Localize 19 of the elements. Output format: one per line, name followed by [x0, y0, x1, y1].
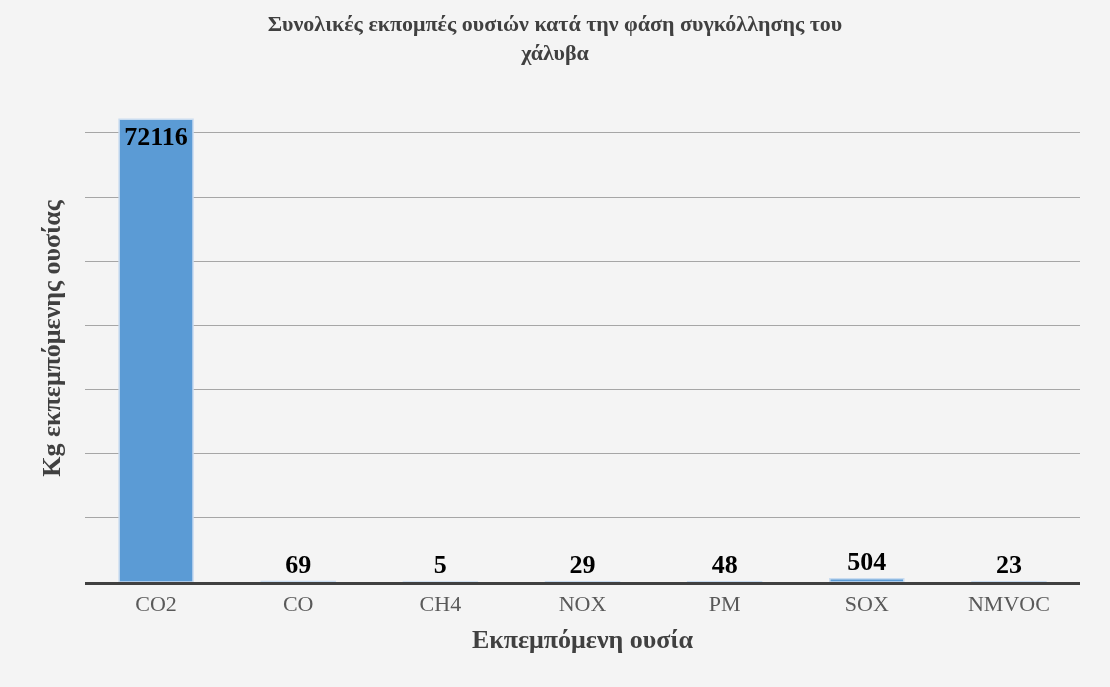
x-tick-label: SOX	[844, 591, 889, 617]
x-tick-label: PM	[708, 591, 741, 617]
x-tick-label: NOX	[558, 591, 607, 617]
data-label: 69	[285, 549, 312, 579]
data-label: 29	[569, 549, 596, 579]
bar	[118, 118, 194, 582]
data-label: 72116	[124, 122, 188, 152]
data-label: 23	[995, 549, 1022, 579]
y-axis-title: Kg εκπεμπόμενης ουσίας	[37, 199, 67, 477]
x-axis-title: Εκπεμπόμενη ουσία	[471, 624, 694, 654]
x-tick-label: CH4	[419, 591, 462, 617]
data-label: 48	[711, 549, 738, 579]
x-tick-label: CO	[282, 591, 314, 617]
data-label: 5	[433, 549, 447, 579]
data-label: 504	[847, 546, 887, 576]
x-tick-label: NMVOC	[967, 591, 1050, 617]
bar	[829, 578, 905, 582]
x-tick-label: CO2	[135, 591, 177, 617]
chart-title: Συνολικές εκπομπές ουσιών κατά την φάση συγκόλλησης του χάλυβα	[267, 10, 843, 65]
